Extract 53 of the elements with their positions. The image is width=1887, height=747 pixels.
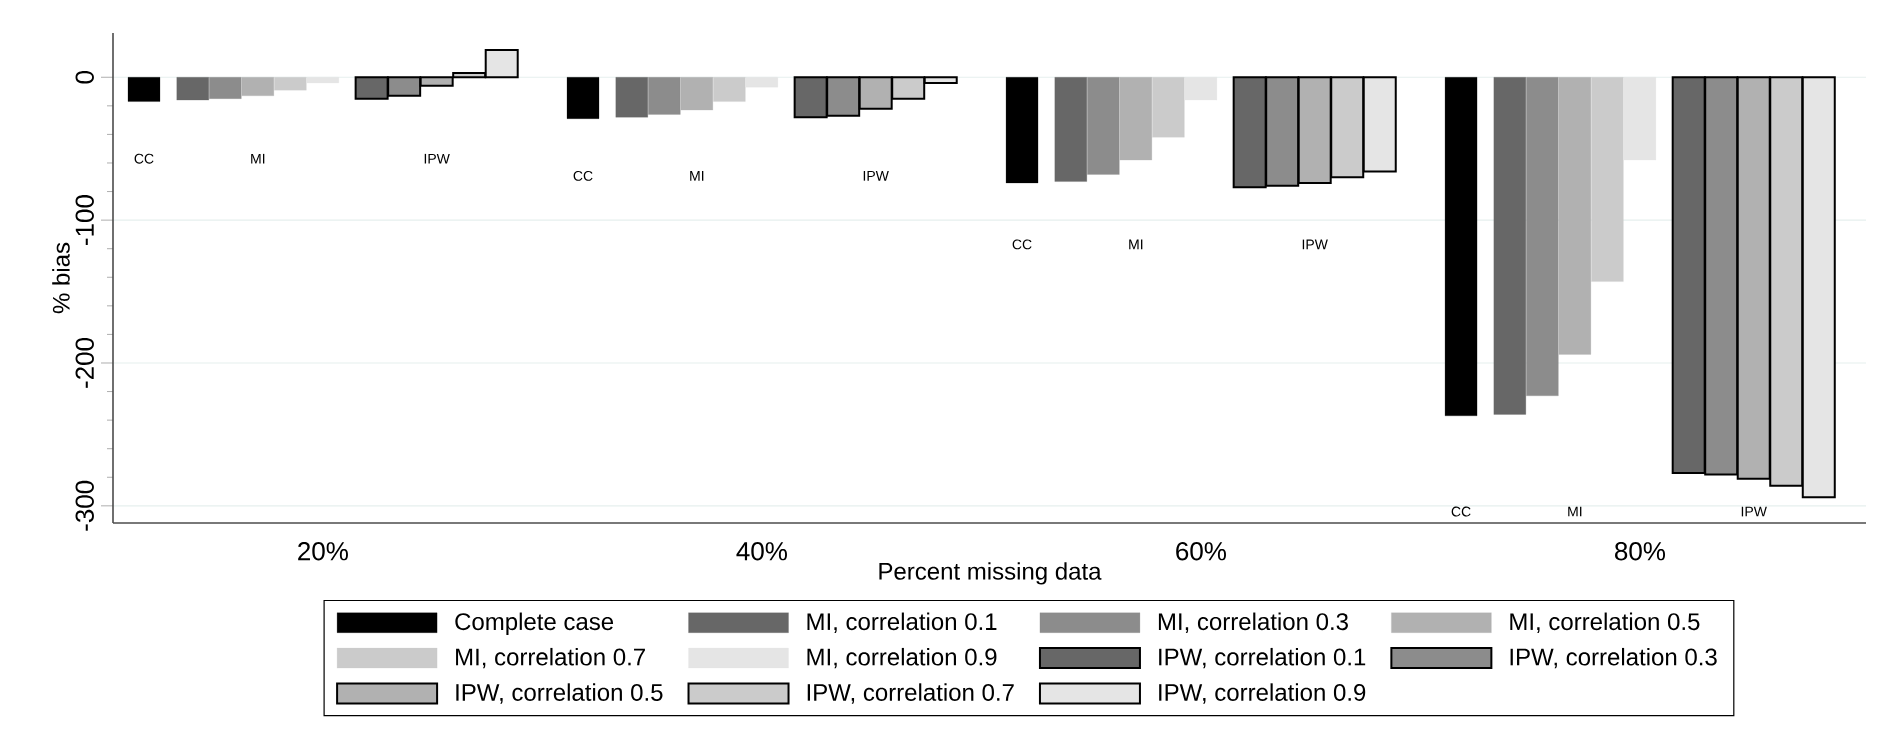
bar [1591, 77, 1624, 282]
bar [1119, 77, 1152, 161]
bar [713, 77, 746, 102]
bar [566, 77, 600, 119]
legend-label: IPW, correlation 0.1 [1159, 647, 1366, 669]
legend-label: IPW, correlation 0.3 [1510, 647, 1717, 669]
y-tick-label: -200 [75, 337, 94, 388]
bar [209, 77, 242, 99]
bar [176, 77, 209, 101]
annotation: CC [1012, 239, 1032, 250]
bar [241, 77, 274, 96]
x-tick-label: 80% [1615, 542, 1666, 561]
bar [1526, 77, 1559, 396]
bar [1054, 77, 1087, 182]
legend-label: Complete case [455, 612, 614, 635]
x-tick-label: 20% [298, 542, 348, 561]
annotation: CC [1451, 506, 1471, 517]
legend-label: MI, correlation 0.9 [807, 647, 997, 669]
bar [127, 77, 161, 102]
bar [1087, 77, 1120, 175]
legend-label: MI, correlation 0.5 [1510, 612, 1700, 633]
annotation: IPW [863, 171, 889, 181]
bar [1005, 77, 1039, 184]
y-tick-label: -100 [75, 195, 94, 245]
annotation: MI [1129, 239, 1143, 250]
annotation: CC [134, 153, 154, 164]
annotation: IPW [424, 153, 450, 164]
legend-label: IPW, correlation 0.7 [807, 683, 1014, 704]
annotation: MI [251, 153, 265, 164]
annotation: IPW [1302, 239, 1328, 250]
bar [274, 77, 307, 91]
bar [1493, 77, 1526, 415]
legend-label: IPW, correlation 0.9 [1159, 683, 1366, 704]
bar [680, 77, 713, 111]
annotation: MI [690, 171, 704, 181]
bar [1152, 77, 1185, 138]
legend-label: IPW, correlation 0.5 [456, 683, 663, 704]
x-axis-title: Percent missing data [879, 562, 1102, 585]
x-tick-label: 40% [736, 542, 787, 561]
bar [1444, 77, 1478, 416]
legend-label: MI, correlation 0.1 [807, 612, 997, 633]
y-tick-label: 0 [75, 71, 94, 84]
y-axis-title: % bias [52, 242, 70, 314]
annotation: MI [1568, 506, 1582, 517]
x-tick-label: 60% [1176, 542, 1226, 561]
bar [615, 77, 648, 118]
annotation: IPW [1741, 506, 1767, 517]
legend-label: MI, correlation 0.7 [456, 647, 645, 669]
y-tick-label: -300 [75, 480, 94, 531]
legend-label: MI, correlation 0.3 [1158, 612, 1348, 633]
bar [648, 77, 681, 115]
bar [1558, 77, 1591, 355]
annotation: CC [573, 170, 593, 181]
